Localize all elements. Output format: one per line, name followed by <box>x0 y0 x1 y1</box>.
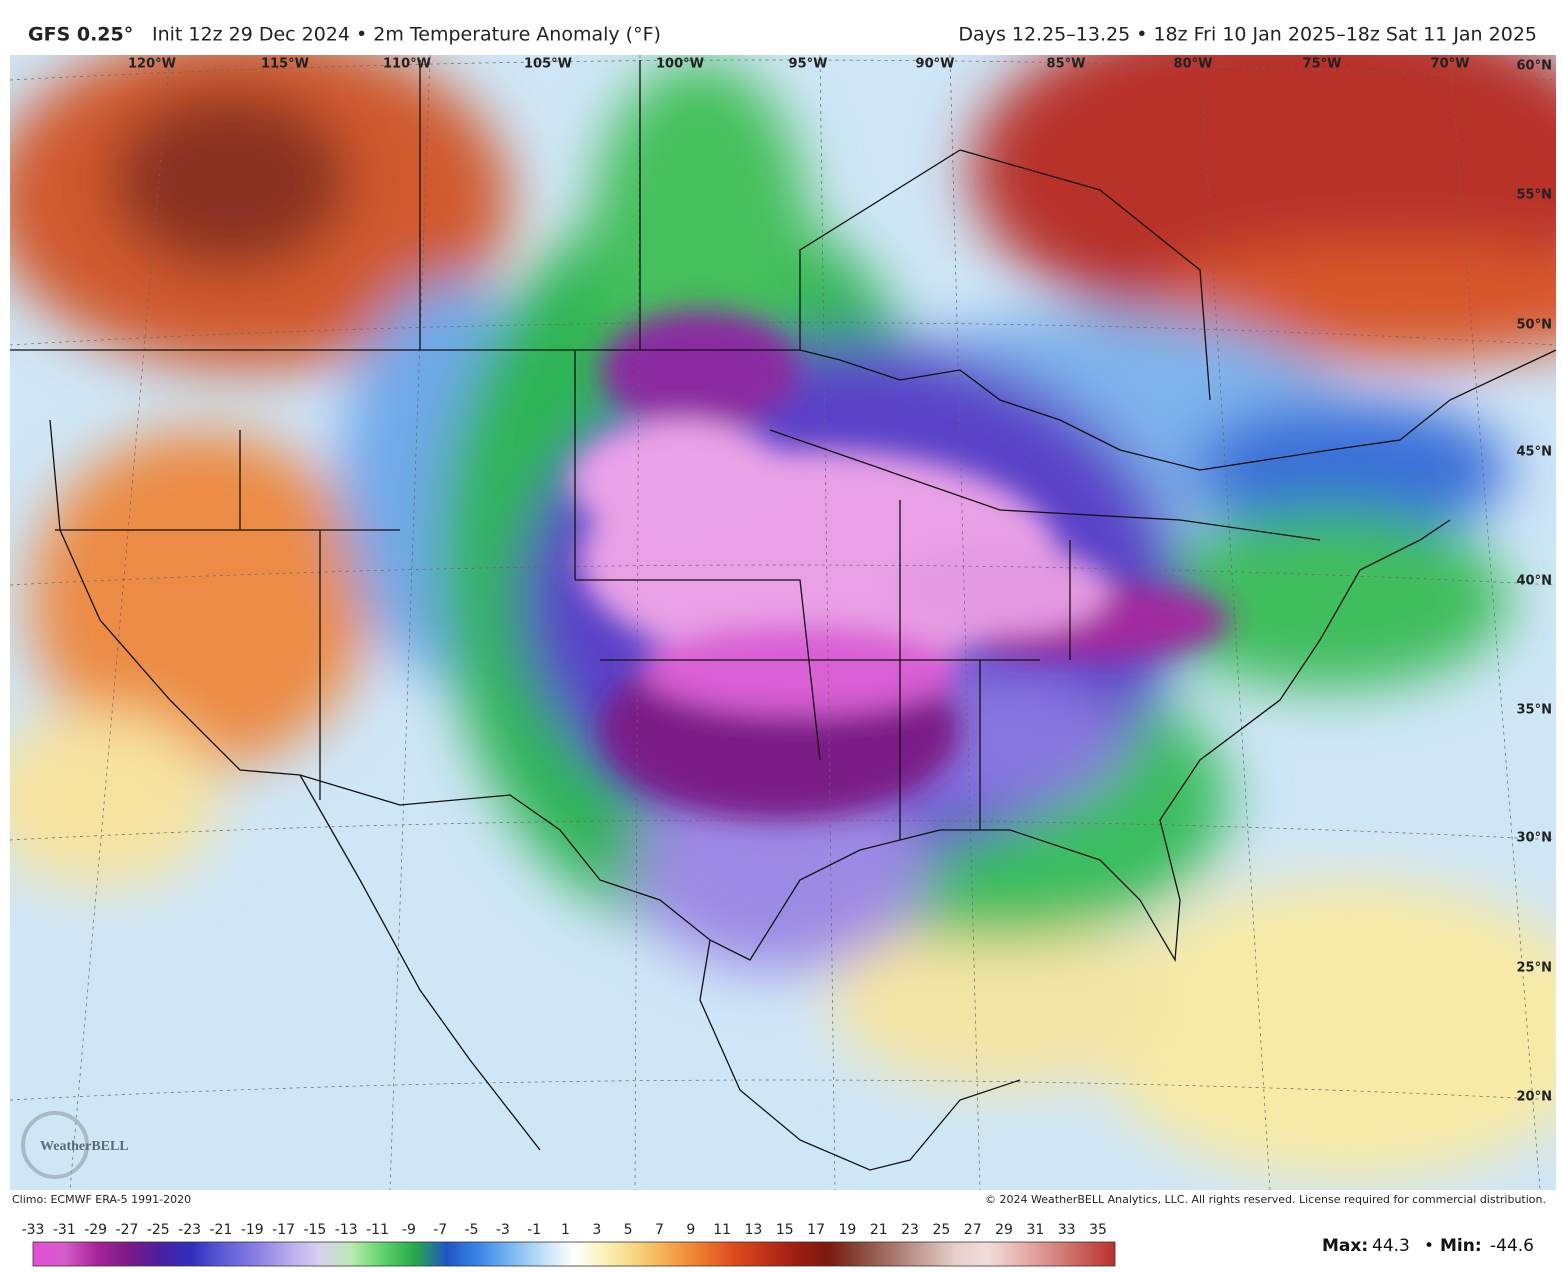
graticule <box>10 55 1556 1190</box>
longitude-label: 120°W <box>128 57 176 72</box>
colorbar-tick-label: -31 <box>53 1222 76 1238</box>
min-label: Min: <box>1440 1236 1482 1256</box>
colorbar-tick-label: 19 <box>838 1222 856 1238</box>
latitude-label: 55°N <box>1517 188 1552 203</box>
colorbar-tick-label: -9 <box>402 1222 416 1238</box>
colorbar-tick-label: 3 <box>592 1222 601 1238</box>
colorbar-tick-label: -1 <box>527 1222 541 1238</box>
colorbar-tick-label: -11 <box>366 1222 389 1238</box>
logo-text: WeatherBELL <box>40 1139 129 1154</box>
stats: Max: 44.3 • Min: -44.6 <box>1322 1236 1534 1256</box>
longitude-label: 95°W <box>789 57 828 72</box>
colorbar-tick-label: 7 <box>655 1222 664 1238</box>
valid-time: Days 12.25–13.25 • 18z Fri 10 Jan 2025–1… <box>958 24 1537 46</box>
colorbar-tick-label: 5 <box>624 1222 633 1238</box>
longitude-label: 80°W <box>1174 57 1213 72</box>
colorbar-tick-label: -7 <box>433 1222 447 1238</box>
colorbar-tick-label: 33 <box>1058 1222 1076 1238</box>
colorbar-scale <box>32 1241 1116 1267</box>
longitude-label: 70°W <box>1431 57 1470 72</box>
colorbar-tick-label: 31 <box>1026 1222 1044 1238</box>
longitude-label: 105°W <box>524 57 572 72</box>
colorbar-tick-label: -3 <box>496 1222 510 1238</box>
longitude-label: 85°W <box>1047 57 1086 72</box>
colorbar-tick-label: 23 <box>901 1222 919 1238</box>
colorbar-tick-label: 15 <box>776 1222 794 1238</box>
longitude-label: 115°W <box>261 57 309 72</box>
model-name: GFS 0.25° <box>28 24 133 46</box>
colorbar-tick-label: -13 <box>335 1222 358 1238</box>
colorbar-tick-label: -17 <box>272 1222 295 1238</box>
copyright: © 2024 WeatherBELL Analytics, LLC. All r… <box>985 1193 1546 1206</box>
max-value: 44.3 <box>1372 1236 1410 1256</box>
colorbar-tick-label: 13 <box>745 1222 763 1238</box>
colorbar-tick-label: 25 <box>932 1222 950 1238</box>
colorbar-tick-label: -15 <box>303 1222 326 1238</box>
colorbar-tick-label: -33 <box>22 1222 45 1238</box>
latitude-label: 45°N <box>1517 445 1552 460</box>
colorbar-tick-label: 35 <box>1089 1222 1107 1238</box>
latitude-label: 20°N <box>1517 1090 1552 1105</box>
colorbar-tick-label: 21 <box>870 1222 888 1238</box>
longitude-label: 75°W <box>1303 57 1342 72</box>
colorbar-tick-label: -25 <box>147 1222 170 1238</box>
max-label: Max: <box>1322 1236 1368 1256</box>
latitude-label: 60°N <box>1517 59 1552 74</box>
colorbar-tick-label: -5 <box>465 1222 479 1238</box>
colorbar-tick-label: -23 <box>178 1222 201 1238</box>
min-value: -44.6 <box>1490 1236 1534 1256</box>
latitude-label: 40°N <box>1517 574 1552 589</box>
description: Init 12z 29 Dec 2024 • 2m Temperature An… <box>152 24 661 46</box>
longitude-label: 110°W <box>383 57 431 72</box>
colorbar-tick-label: 27 <box>964 1222 982 1238</box>
longitude-label: 100°W <box>656 57 704 72</box>
colorbar-tick-label: 29 <box>995 1222 1013 1238</box>
colorbar-tick-label: 11 <box>713 1222 731 1238</box>
climo-note: Climo: ECMWF ERA-5 1991-2020 <box>12 1193 191 1206</box>
colorbar-tick-label: -27 <box>116 1222 139 1238</box>
borders <box>10 60 1556 1171</box>
logo: WeatherBELL <box>21 1111 129 1179</box>
separator: • <box>1424 1236 1434 1256</box>
longitude-label: 90°W <box>916 57 955 72</box>
colorbar-tick-label: 17 <box>807 1222 825 1238</box>
colorbar-tick-label: -29 <box>84 1222 107 1238</box>
latitude-label: 50°N <box>1517 318 1552 333</box>
latitude-label: 35°N <box>1517 703 1552 718</box>
colorbar: -33 -31 -29 -27 -25 -23 -21 -19 -17 -15 -13 -11 -9 -7… <box>22 1222 1116 1267</box>
latitude-label: 30°N <box>1517 831 1552 846</box>
map <box>10 55 1556 1190</box>
colorbar-tick-label: 1 <box>561 1222 570 1238</box>
latitude-label: 25°N <box>1517 961 1552 976</box>
colorbar-tick-label: -21 <box>210 1222 233 1238</box>
colorbar-tick-label: -19 <box>241 1222 264 1238</box>
colorbar-tick-label: 9 <box>686 1222 695 1238</box>
